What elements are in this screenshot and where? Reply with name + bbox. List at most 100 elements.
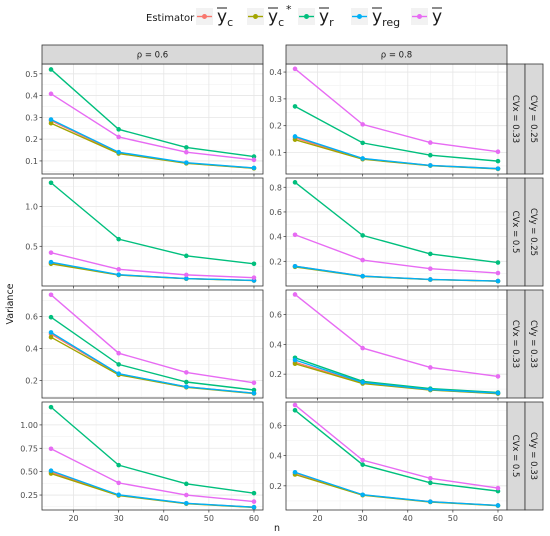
data-point-yreg xyxy=(184,160,189,165)
legend-entry-ybar: y xyxy=(411,7,442,27)
panel-r2-c0: 0.2 0.4 0.6 xyxy=(25,289,264,401)
data-point-ybar xyxy=(292,66,298,72)
data-point-ybar xyxy=(292,232,298,238)
legend-key-point xyxy=(417,14,422,19)
row-strip-cvx-label: CVx = 0.5 xyxy=(510,211,520,254)
y-tick-label: 0.1 xyxy=(25,157,38,166)
y-tick-label: 0.5 xyxy=(25,70,38,79)
data-point-yreg xyxy=(495,503,501,508)
y-tick-label: 0.2 xyxy=(25,135,38,144)
legend-key-point xyxy=(253,14,258,19)
data-point-ybar xyxy=(251,275,257,280)
series-line-ybar xyxy=(50,93,255,161)
panel-r1-c1: 0.2 0.4 0.6 0.8 xyxy=(269,177,508,289)
y-tick-label: 0.6 xyxy=(25,312,38,321)
legend-label-superscript: * xyxy=(286,3,292,16)
data-point-ybar xyxy=(116,350,121,356)
data-point-yreg xyxy=(184,276,189,281)
panel-r3-c1: 0.2 0.4 0.6 20 30 40 50 60 xyxy=(269,401,508,523)
data-point-yr xyxy=(116,462,121,468)
x-tick-label: 20 xyxy=(312,514,322,523)
data-point-yr xyxy=(48,314,54,320)
row-strip-cvx-label: CVx = 0.5 xyxy=(510,435,520,478)
series-line-yr xyxy=(294,181,499,264)
legend-label: yc xyxy=(268,7,284,29)
panel-border xyxy=(41,401,264,511)
data-point-ybar xyxy=(428,140,433,145)
data-point-yreg xyxy=(428,499,433,504)
series-line-ybar xyxy=(294,404,499,489)
data-point-yc_star xyxy=(48,120,54,126)
panel-r0-c1: 0.1 0.2 0.3 0.4 xyxy=(269,63,508,177)
data-point-yreg xyxy=(116,492,121,498)
panel-r0-c0: 0.1 0.2 0.3 0.4 0.5 xyxy=(25,63,264,177)
data-point-yreg xyxy=(48,468,54,474)
data-point-ybar xyxy=(116,134,121,140)
y-tick-label: 0.50 xyxy=(20,468,38,477)
series-line-yreg xyxy=(294,265,498,282)
data-point-yr xyxy=(184,145,189,150)
x-tick-label: 50 xyxy=(204,514,214,523)
y-tick-label: 0.4 xyxy=(269,68,282,77)
data-point-ybar xyxy=(360,457,365,463)
series-line-ybar xyxy=(294,293,499,378)
series-line-yreg xyxy=(50,331,255,394)
data-point-yreg xyxy=(495,390,501,396)
panel-background xyxy=(286,178,507,286)
series-line-yreg xyxy=(50,470,255,508)
y-tick-label: 0.2 xyxy=(269,257,282,266)
data-point-ybar xyxy=(184,149,189,155)
data-point-yc_star xyxy=(48,334,54,340)
data-point-yreg xyxy=(495,278,501,284)
series-line-yr xyxy=(50,316,255,391)
data-point-yreg xyxy=(251,390,257,396)
data-point-yr xyxy=(360,140,365,146)
data-point-yreg xyxy=(360,273,365,279)
data-point-yreg xyxy=(292,134,298,139)
data-point-ybar xyxy=(428,365,433,370)
x-tick-label: 40 xyxy=(159,514,169,523)
data-point-yreg xyxy=(428,163,433,168)
data-point-ybar xyxy=(48,292,54,298)
x-tick-label: 30 xyxy=(358,514,368,523)
data-point-ybar xyxy=(495,485,501,491)
series-line-yreg xyxy=(294,135,499,170)
y-tick-label: 0.2 xyxy=(269,122,282,131)
row-strip-cvy xyxy=(524,401,544,511)
data-point-yr xyxy=(116,362,121,367)
y-tick-label: 0.3 xyxy=(25,113,38,122)
data-point-ybar xyxy=(251,380,257,386)
row-strip-cvy-label: CVy = 0.33 xyxy=(528,432,538,480)
data-point-ybar xyxy=(292,402,298,408)
facet-strips: ρ = 0.6 ρ = 0.8 CVx = 0.33 CVy = 0.25 CVx = … xyxy=(41,44,544,511)
y-tick-label: 0.4 xyxy=(25,92,38,101)
column-strip-label: ρ = 0.6 xyxy=(137,51,168,61)
data-point-yr xyxy=(48,180,54,186)
data-point-ybar xyxy=(184,370,189,375)
data-point-yreg xyxy=(251,165,257,171)
series-line-yreg xyxy=(50,261,254,282)
data-point-yreg xyxy=(116,371,121,376)
y-tick-label: 0.4 xyxy=(269,340,282,349)
legend-entry-yc_star: yc* xyxy=(247,3,292,29)
data-point-ybar xyxy=(428,475,433,481)
row-strip-cvx-label: CVx = 0.33 xyxy=(510,95,520,143)
data-point-ybar xyxy=(495,149,501,155)
data-point-ybar xyxy=(360,257,365,263)
data-point-yreg xyxy=(48,259,54,265)
y-tick-label: 0.3 xyxy=(269,95,282,104)
panel-r1-c0: 0.5 1.0 xyxy=(25,177,264,289)
data-point-yr xyxy=(292,408,298,413)
y-axis-title: Variance xyxy=(5,283,16,324)
row-strip-cvy-label: CVy = 0.33 xyxy=(528,320,538,368)
series-line-yr xyxy=(50,406,255,494)
data-point-ybar xyxy=(292,292,298,297)
y-tick-label: 1.0 xyxy=(25,203,38,212)
series-line-ybar xyxy=(294,68,499,153)
y-tick-label: 0.2 xyxy=(25,376,38,385)
data-point-yreg xyxy=(116,149,121,155)
data-point-yreg xyxy=(360,156,365,161)
panel-background xyxy=(42,290,263,398)
panel-r2-c1: 0.2 0.4 0.6 xyxy=(269,289,508,401)
legend-entry-yr: yr xyxy=(298,7,334,29)
